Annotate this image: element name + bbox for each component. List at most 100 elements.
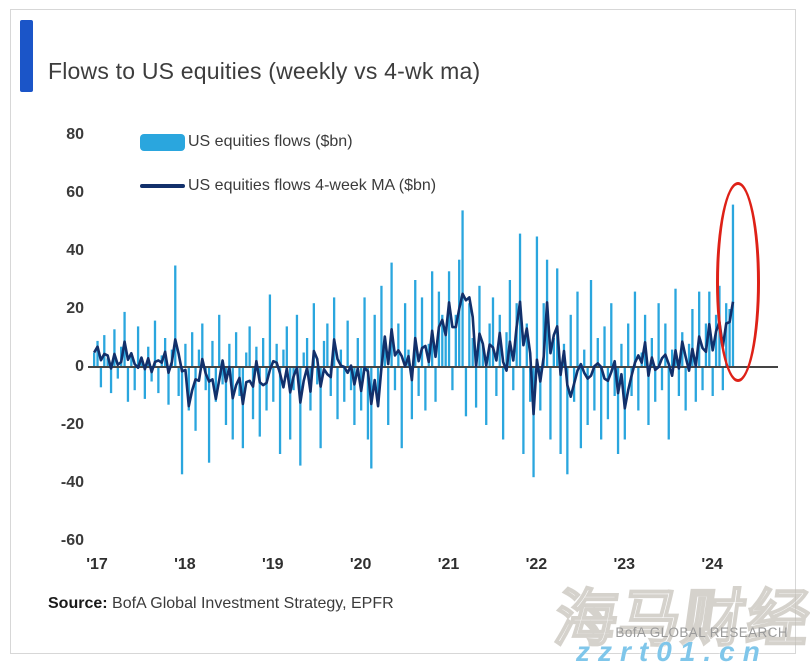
flow-bar [93, 352, 96, 367]
flow-bar [434, 367, 437, 402]
flow-bar [387, 367, 390, 425]
x-tick-label: '24 [701, 556, 723, 573]
flow-bar [332, 297, 336, 367]
flow-bar [468, 303, 471, 367]
flow-bar [140, 361, 143, 367]
flow-bar [670, 349, 674, 367]
flow-bar [390, 262, 393, 367]
flow-bar [339, 349, 343, 367]
flow-bar [431, 271, 434, 367]
legend-entry-ma: US equities flows 4-week MA ($bn) [140, 176, 436, 196]
y-tick-label: 0 [75, 358, 84, 375]
flow-bar [508, 280, 512, 367]
flow-bar [147, 346, 150, 367]
flow-bar [380, 285, 383, 367]
flow-bar [285, 326, 288, 367]
flow-bar [96, 340, 99, 367]
flow-bar [633, 291, 637, 367]
x-tick-label: '23 [613, 556, 636, 573]
flow-bar [691, 309, 694, 367]
flow-bar [319, 367, 322, 449]
flow-bar [603, 326, 606, 367]
flow-bar [191, 332, 194, 367]
flow-bar [593, 367, 596, 411]
flow-bar [410, 367, 414, 420]
flow-bar [505, 332, 508, 367]
y-tick-label: 60 [66, 184, 84, 201]
flow-bar [116, 367, 119, 379]
flow-bar [559, 367, 562, 454]
flow-bar [363, 297, 366, 367]
flow-bar [302, 352, 305, 367]
chart-title: Flows to US equities (weekly vs 4-wk ma) [48, 58, 481, 84]
flow-bar [501, 367, 505, 440]
flow-bar [174, 265, 177, 367]
flow-bar [552, 338, 555, 367]
flow-bar [130, 352, 133, 367]
flow-bar [214, 367, 217, 402]
flow-bar [684, 367, 687, 411]
flow-bar [606, 367, 610, 420]
flow-bar [420, 297, 424, 367]
flow-bar [349, 367, 353, 391]
plot-area [88, 204, 778, 478]
x-tick-label: '19 [261, 556, 284, 573]
flow-bar [657, 303, 660, 367]
flow-bar [454, 314, 457, 367]
flow-bar [397, 323, 400, 367]
flow-bar [272, 367, 275, 402]
flow-bar [126, 367, 130, 402]
flow-bar [393, 367, 397, 391]
flow-bar [262, 338, 265, 367]
flow-bar [424, 367, 427, 411]
flow-bar [258, 367, 261, 437]
flow-bar [197, 349, 201, 367]
flow-bar [329, 367, 332, 396]
flow-bar [522, 367, 525, 454]
flow-bar [556, 268, 559, 367]
flow-bar [491, 297, 495, 367]
flow-bar [579, 367, 583, 449]
flow-bar [322, 340, 326, 367]
flow-bar [255, 346, 258, 367]
flow-bar [613, 367, 616, 396]
flow-bar [228, 343, 231, 367]
flow-bar [616, 367, 620, 454]
flow-bar [299, 367, 302, 466]
flow-bar [289, 367, 292, 440]
flow-bar [711, 367, 714, 396]
flow-bar [201, 323, 204, 367]
flow-bar [620, 343, 623, 367]
flow-bar [667, 367, 670, 440]
flow-bar [701, 367, 704, 391]
flow-bar [346, 320, 349, 367]
flow-bar [586, 367, 589, 425]
flow-bar [471, 338, 474, 367]
flow-bar [474, 367, 478, 408]
flow-bar [400, 367, 403, 449]
flow-bar [366, 367, 370, 440]
source-line: Source: BofA Global Investment Strategy,… [48, 595, 394, 613]
flow-bar [153, 320, 157, 367]
flow-bar [106, 358, 109, 367]
flow-bar [383, 343, 386, 367]
y-tick-label: -20 [60, 416, 84, 433]
flow-bar [207, 367, 211, 463]
flow-bar [569, 314, 572, 367]
flow-bar [268, 294, 272, 367]
flow-bar [99, 367, 103, 388]
flow-bar [610, 303, 613, 367]
flow-bar [674, 288, 677, 367]
flow-bar [535, 236, 539, 367]
flow-bar [177, 367, 180, 396]
line-series-swatch [140, 184, 185, 188]
flow-bar [353, 367, 356, 425]
flow-bar [312, 303, 315, 367]
flow-bar [478, 285, 481, 367]
flow-bar [133, 367, 136, 391]
flow-bar [221, 367, 224, 385]
y-tick-label: 80 [66, 126, 84, 143]
flow-bar [143, 367, 146, 399]
flow-bar [248, 326, 251, 367]
flow-bar [647, 367, 650, 425]
